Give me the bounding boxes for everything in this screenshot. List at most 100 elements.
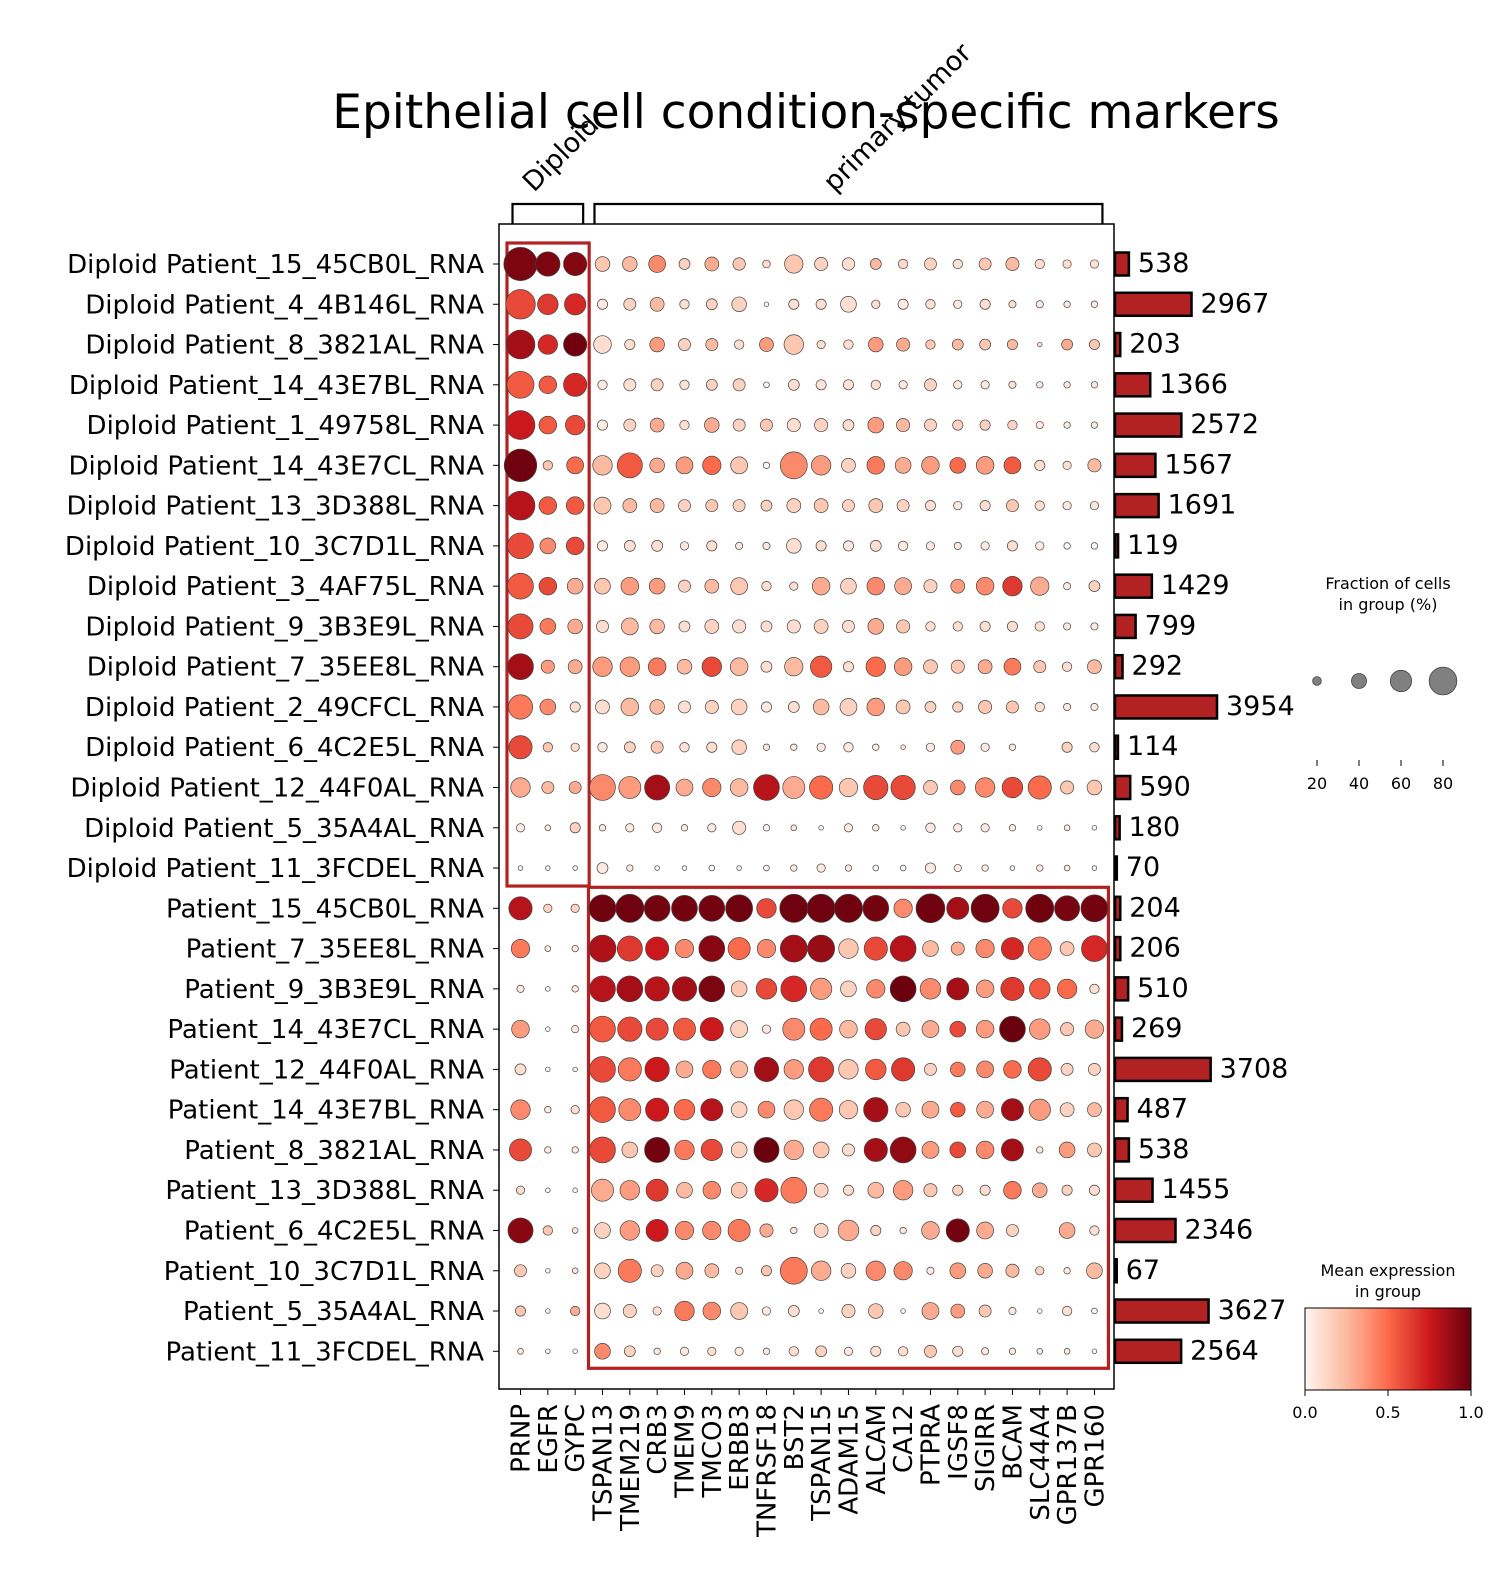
dot bbox=[544, 1106, 552, 1114]
dot bbox=[732, 619, 747, 634]
dot bbox=[783, 1139, 804, 1161]
dot bbox=[1034, 701, 1045, 713]
dot bbox=[679, 541, 690, 551]
dot bbox=[644, 1137, 671, 1163]
dot bbox=[761, 581, 772, 592]
dot bbox=[953, 299, 963, 309]
dot bbox=[1008, 1307, 1017, 1316]
dot bbox=[675, 456, 694, 475]
dot bbox=[622, 256, 638, 272]
dot bbox=[503, 246, 538, 282]
dot bbox=[1059, 1102, 1075, 1118]
dot bbox=[921, 1302, 940, 1320]
dot bbox=[788, 1346, 799, 1357]
color-legend: Mean expression in group 0.0 0.5 1.0 bbox=[1292, 1261, 1483, 1422]
cell-count-bar bbox=[1113, 1217, 1177, 1244]
dot bbox=[621, 617, 639, 636]
dot bbox=[868, 498, 884, 513]
dot bbox=[863, 1137, 888, 1162]
dot bbox=[843, 1346, 854, 1356]
dot bbox=[594, 1302, 611, 1320]
dot bbox=[649, 417, 665, 433]
dot bbox=[698, 975, 726, 1003]
dot bbox=[1058, 1222, 1076, 1239]
group-label: Patient_13_3D388L_RNA bbox=[165, 1176, 484, 1206]
dot bbox=[730, 1060, 748, 1079]
dot bbox=[730, 980, 748, 998]
dot bbox=[779, 934, 808, 963]
dot bbox=[779, 893, 809, 923]
dot bbox=[977, 1263, 993, 1279]
dot bbox=[650, 740, 664, 754]
dot bbox=[1091, 865, 1098, 871]
dot bbox=[810, 655, 833, 678]
dot bbox=[1000, 976, 1025, 1001]
dot bbox=[1062, 501, 1072, 511]
dot bbox=[950, 739, 966, 755]
dot bbox=[700, 1098, 724, 1122]
dot bbox=[1036, 864, 1044, 872]
dot bbox=[517, 865, 524, 871]
dot bbox=[597, 379, 608, 390]
dot bbox=[1089, 742, 1100, 753]
dot bbox=[544, 1146, 552, 1154]
dot bbox=[1088, 1062, 1101, 1076]
dot bbox=[779, 451, 808, 480]
dot bbox=[1063, 622, 1072, 631]
dot bbox=[699, 1017, 724, 1042]
dot bbox=[1081, 935, 1108, 962]
cell-count-bar bbox=[1113, 1056, 1212, 1083]
dot bbox=[509, 1138, 532, 1162]
dot bbox=[732, 378, 746, 392]
dot bbox=[759, 337, 774, 352]
dot bbox=[788, 298, 800, 310]
cell-count-bar bbox=[1113, 372, 1152, 398]
dot bbox=[515, 823, 526, 833]
dot bbox=[864, 1018, 887, 1041]
dot bbox=[1008, 743, 1017, 751]
dot bbox=[1058, 1141, 1076, 1159]
dot bbox=[899, 1226, 907, 1235]
dot bbox=[890, 774, 916, 801]
dot bbox=[704, 417, 720, 433]
dot bbox=[810, 977, 833, 1000]
dot bbox=[507, 572, 534, 600]
dot bbox=[843, 823, 854, 833]
dot bbox=[760, 701, 772, 713]
cell-count-bar bbox=[1113, 1338, 1183, 1365]
dot bbox=[623, 378, 637, 392]
dot bbox=[953, 823, 963, 833]
dot bbox=[952, 258, 963, 270]
dot bbox=[900, 744, 906, 750]
dot bbox=[924, 257, 937, 271]
dot bbox=[1001, 937, 1024, 961]
cell-count-label: 67 bbox=[1126, 1255, 1160, 1286]
dot bbox=[644, 1056, 670, 1082]
group-label: Patient_10_3C7D1L_RNA bbox=[164, 1257, 484, 1287]
dot bbox=[624, 339, 636, 351]
gene-label: BCAM bbox=[998, 1404, 1028, 1480]
group-label: Diploid Patient_14_43E7CL_RNA bbox=[69, 451, 485, 481]
dot bbox=[732, 820, 747, 835]
dot bbox=[921, 1221, 940, 1240]
cell-count-bar bbox=[1113, 935, 1122, 962]
dot bbox=[783, 1059, 804, 1080]
dot bbox=[872, 824, 880, 832]
dot bbox=[735, 1266, 744, 1275]
dot bbox=[505, 289, 536, 320]
dot bbox=[979, 1184, 991, 1196]
cell-count-bar bbox=[1113, 251, 1131, 277]
dot bbox=[680, 824, 689, 832]
dot bbox=[732, 499, 746, 513]
dot bbox=[921, 1141, 940, 1159]
dot bbox=[505, 410, 536, 440]
dot bbox=[979, 338, 991, 351]
group-label: Patient_8_3821AL_RNA bbox=[184, 1136, 484, 1166]
dot bbox=[863, 774, 889, 801]
dot bbox=[925, 339, 936, 350]
cell-count-label: 2572 bbox=[1190, 409, 1259, 440]
dot bbox=[897, 298, 909, 310]
dot bbox=[617, 1057, 642, 1082]
dot bbox=[946, 977, 970, 1001]
dot bbox=[787, 701, 800, 713]
